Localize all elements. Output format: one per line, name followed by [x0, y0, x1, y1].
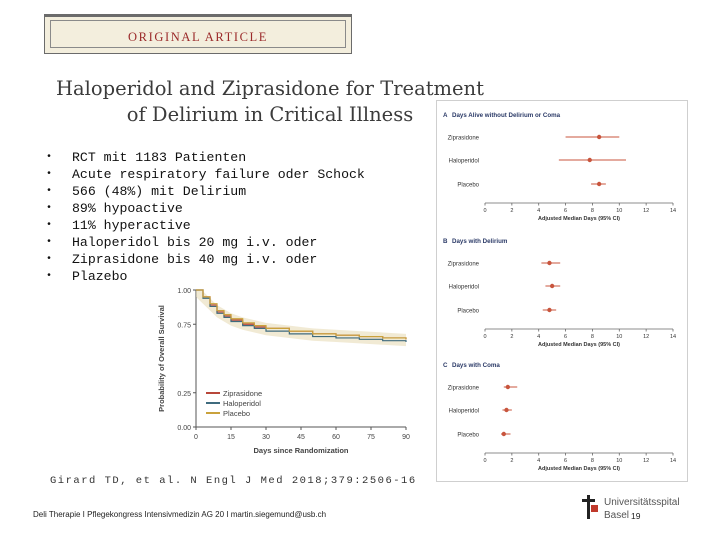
forest-row-label: Ziprasidone — [448, 386, 480, 392]
y-tick-label: 0.25 — [177, 391, 191, 398]
y-tick-label: 0.75 — [177, 322, 191, 329]
x-tick-label: 60 — [332, 434, 340, 441]
forest-x-label: Adjusted Median Days (95% CI) — [538, 216, 620, 222]
forest-panel-letter: C — [443, 362, 448, 369]
logo-name: Universitätsspital — [604, 497, 680, 508]
x-tick-label: 15 — [227, 434, 235, 441]
forest-panel-title: Days with Delirium — [452, 238, 508, 245]
forest-tick-label: 2 — [510, 458, 513, 464]
forest-tick-label: 6 — [564, 208, 567, 214]
forest-median-point — [549, 283, 555, 289]
y-tick-label: 1.00 — [177, 288, 191, 295]
bullet-item: Acute respiratory failure oder Schock — [46, 166, 365, 183]
forest-panel-letter: A — [443, 112, 448, 119]
x-tick-label: 90 — [402, 434, 410, 441]
forest-tick-label: 8 — [591, 458, 594, 464]
legend-label: Haloperidol — [223, 399, 261, 408]
y-tick-label: 0.00 — [177, 425, 191, 432]
logo-city: Basel — [604, 510, 630, 521]
citation: Girard TD, et al. N Engl J Med 2018;379:… — [50, 475, 417, 487]
x-tick-label: 0 — [194, 434, 198, 441]
forest-tick-label: 0 — [483, 458, 486, 464]
survival-line-placebo — [196, 289, 407, 340]
banner-frame — [50, 20, 346, 48]
bullet-item: RCT mit 1183 Patienten — [46, 149, 365, 166]
forest-row-label: Ziprasidone — [448, 262, 480, 268]
forest-row-label: Placebo — [457, 433, 479, 439]
x-tick-label: 30 — [262, 434, 270, 441]
forest-median-point — [547, 260, 552, 266]
survival-line-haloperidol — [196, 289, 407, 343]
x-tick-label: 75 — [367, 434, 375, 441]
forest-plot-panel: A Days Alive without Delirium or Coma Zipr… — [436, 100, 688, 482]
forest-tick-label: 12 — [643, 458, 649, 464]
forest-row-label: Placebo — [457, 183, 479, 189]
y-axis-label: Probability of Overall Survival — [157, 305, 166, 412]
forest-tick-label: 14 — [670, 458, 676, 464]
forest-tick-label: 10 — [616, 334, 622, 340]
bullet-item: Plazebo — [46, 268, 365, 285]
forest-median-point — [505, 384, 511, 390]
x-axis-label: Days since Randomization — [253, 446, 348, 455]
forest-row-label: Ziprasidone — [448, 136, 480, 142]
hospital-logo-icon — [582, 495, 598, 519]
forest-x-label: Adjusted Median Days (95% CI) — [538, 466, 620, 472]
bullet-item: Haloperidol bis 20 mg i.v. oder — [46, 234, 365, 251]
forest-median-point — [547, 307, 552, 313]
footer-text: Deli Therapie I Pflegekongress Intensivm… — [33, 510, 327, 519]
forest-median-point — [501, 431, 506, 437]
survival-chart: 0.00 0.25 0.75 1.00 0 15 30 45 60 75 90 Days since … — [157, 288, 410, 455]
bullet-item: 566 (48%) mit Delirium — [46, 183, 365, 200]
article-banner: ORIGINAL ARTICLE — [44, 14, 352, 54]
forest-row-label: Placebo — [457, 309, 479, 315]
legend-label: Ziprasidone — [223, 389, 262, 398]
forest-tick-label: 0 — [483, 208, 486, 214]
forest-tick-label: 12 — [643, 334, 649, 340]
bullet-item: Ziprasidone bis 40 mg i.v. oder — [46, 251, 365, 268]
banner-label: ORIGINAL ARTICLE — [128, 30, 268, 44]
forest-x-label: Adjusted Median Days (95% CI) — [538, 342, 620, 348]
forest-row-label: Haloperidol — [449, 409, 479, 415]
bullet-list: RCT mit 1183 Patienten Acute respiratory… — [46, 149, 365, 285]
forest-tick-label: 6 — [564, 334, 567, 340]
forest-panel-letter: B — [443, 238, 448, 245]
forest-tick-label: 2 — [510, 208, 513, 214]
forest-tick-label: 10 — [616, 208, 622, 214]
forest-row-label: Haloperidol — [449, 285, 479, 291]
forest-panel-title: Days Alive without Delirium or Coma — [452, 112, 561, 119]
legend-label: Placebo — [223, 409, 250, 418]
forest-tick-label: 12 — [643, 208, 649, 214]
forest-median-point — [504, 407, 509, 413]
forest-panel-title: Days with Coma — [452, 362, 500, 369]
slide-title-line-2: of Delirium in Critical Illness — [126, 103, 414, 126]
forest-tick-label: 14 — [670, 208, 676, 214]
forest-tick-label: 4 — [537, 334, 540, 340]
slide-title-line-1: Haloperidol and Ziprasidone for Treatmen… — [56, 77, 484, 100]
forest-tick-label: 2 — [510, 334, 513, 340]
forest-median-point — [587, 157, 592, 163]
forest-median-point — [596, 134, 602, 140]
forest-tick-label: 4 — [537, 458, 540, 464]
forest-tick-label: 4 — [537, 208, 540, 214]
forest-median-point — [596, 181, 602, 187]
bullet-item: 89% hypoactive — [46, 200, 365, 217]
forest-tick-label: 0 — [483, 334, 486, 340]
forest-tick-label: 8 — [591, 208, 594, 214]
forest-tick-label: 10 — [616, 458, 622, 464]
x-tick-label: 45 — [297, 434, 305, 441]
forest-row-label: Haloperidol — [449, 159, 479, 165]
forest-tick-label: 6 — [564, 458, 567, 464]
forest-tick-label: 8 — [591, 334, 594, 340]
forest-tick-label: 14 — [670, 334, 676, 340]
bullet-item: 11% hyperactive — [46, 217, 365, 234]
page-number: 19 — [631, 511, 641, 521]
confidence-band — [196, 290, 406, 347]
